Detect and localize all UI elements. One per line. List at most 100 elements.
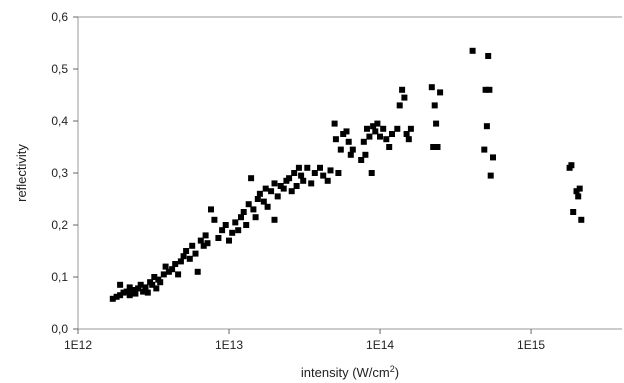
data-point (144, 289, 151, 296)
data-point (304, 164, 311, 171)
y-tick-label: 0,1 (51, 270, 68, 284)
data-point (340, 131, 347, 137)
data-point (428, 84, 435, 91)
data-point (347, 151, 354, 158)
data-point (383, 136, 390, 143)
data-point (262, 185, 269, 192)
x-axis-ticks: 1E12 1E13 1E14 1E15 (64, 329, 545, 352)
data-point (293, 183, 300, 189)
data-point (358, 157, 365, 163)
data-point (291, 170, 298, 176)
data-point (349, 146, 356, 153)
data-point (219, 227, 226, 234)
data-point (335, 170, 342, 176)
data-point (343, 128, 350, 135)
data-point (372, 128, 379, 135)
data-point (240, 209, 247, 215)
data-point (433, 120, 440, 127)
data-point (481, 146, 488, 153)
data-point (486, 86, 493, 93)
data-point (469, 47, 476, 54)
data-point (389, 131, 395, 137)
data-point (264, 203, 271, 210)
data-point (271, 180, 278, 187)
data-point (109, 295, 116, 302)
data-points (109, 47, 585, 302)
data-point (483, 123, 490, 130)
data-point (117, 281, 124, 288)
data-point (407, 125, 414, 132)
data-point (403, 131, 410, 137)
data-point (243, 222, 250, 228)
data-point (331, 120, 338, 127)
data-point (434, 144, 441, 150)
data-point (575, 193, 582, 200)
data-point (113, 293, 120, 300)
data-point (129, 287, 136, 293)
data-point (487, 172, 494, 179)
data-point (165, 268, 172, 275)
data-point (332, 136, 339, 143)
data-point (366, 133, 373, 140)
y-tick-label: 0,4 (51, 114, 68, 128)
data-point (394, 125, 401, 132)
data-point (256, 190, 263, 197)
y-tick-label: 0,3 (51, 166, 68, 180)
data-point (485, 53, 492, 59)
data-point (374, 120, 381, 127)
data-point (274, 193, 281, 200)
data-point (120, 289, 127, 296)
data-point (235, 227, 242, 234)
data-point (570, 209, 577, 215)
data-point (573, 188, 580, 195)
data-point (204, 240, 211, 247)
data-point (396, 102, 403, 109)
x-axis-label-superscript: 2 (390, 364, 395, 374)
data-point (177, 258, 184, 265)
x-axis-label-main: intensity (W/cm (301, 365, 390, 380)
data-point (430, 144, 437, 150)
data-point (280, 185, 287, 192)
data-point (153, 285, 160, 292)
data-point (271, 216, 278, 223)
data-point (238, 214, 244, 221)
data-point (370, 123, 377, 130)
data-point (300, 177, 307, 184)
data-point (337, 146, 344, 153)
y-tick-label: 0,0 (51, 322, 68, 336)
data-point (200, 242, 207, 249)
data-point (399, 86, 406, 93)
data-point (311, 170, 318, 176)
data-point (578, 216, 585, 223)
data-point (362, 151, 369, 158)
x-tick-label: 1E15 (517, 338, 545, 352)
x-tick-label: 1E13 (215, 338, 243, 352)
data-point (189, 242, 196, 249)
data-point (226, 237, 232, 244)
y-tick-label: 0,6 (51, 10, 68, 24)
data-point (117, 292, 124, 299)
data-point (431, 102, 438, 109)
data-point (149, 281, 156, 288)
data-point (405, 136, 412, 143)
data-point (295, 164, 302, 171)
data-point (576, 185, 583, 192)
data-point (245, 201, 252, 208)
data-point (401, 94, 408, 101)
data-point (194, 268, 201, 275)
data-point (320, 172, 327, 179)
data-point (137, 281, 144, 288)
data-point (260, 198, 267, 205)
data-point (254, 196, 261, 202)
data-point (183, 248, 190, 254)
data-point (364, 125, 370, 132)
x-tick-label: 1E12 (64, 338, 92, 352)
x-tick-label: 1E14 (366, 338, 394, 352)
data-point (192, 250, 199, 257)
y-axis-label: reflectivity (14, 144, 29, 202)
y-tick-label: 0,2 (51, 218, 68, 232)
data-point (162, 263, 169, 270)
data-point (132, 290, 139, 297)
data-point (160, 271, 167, 278)
